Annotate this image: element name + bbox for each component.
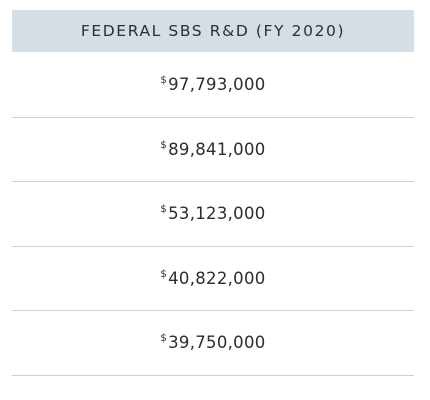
amount-value: 97,793,000 [168, 75, 266, 95]
table-row: $39,750,000 [12, 311, 414, 376]
currency-symbol: $ [160, 268, 168, 280]
funding-table: FEDERAL SBS R&D (FY 2020) $97,793,000 $8… [12, 10, 414, 376]
table-body: $97,793,000 $89,841,000 $53,123,000 $40,… [12, 53, 414, 376]
amount-value: 39,750,000 [168, 333, 266, 353]
funding-amount: $53,123,000 [160, 204, 265, 223]
funding-amount: $40,822,000 [160, 269, 265, 288]
table-row: $40,822,000 [12, 247, 414, 311]
currency-symbol: $ [160, 75, 168, 87]
currency-symbol: $ [160, 333, 168, 345]
amount-value: 89,841,000 [168, 139, 266, 159]
table-header: FEDERAL SBS R&D (FY 2020) [12, 10, 414, 52]
funding-amount: $89,841,000 [160, 140, 265, 159]
amount-value: 40,822,000 [168, 268, 266, 288]
table-row: $97,793,000 [12, 53, 414, 118]
currency-symbol: $ [160, 139, 168, 151]
amount-value: 53,123,000 [168, 204, 266, 224]
currency-symbol: $ [160, 204, 168, 216]
funding-amount: $39,750,000 [160, 333, 265, 352]
funding-amount: $97,793,000 [160, 75, 265, 94]
column-header-federal-sbs-rd: FEDERAL SBS R&D (FY 2020) [80, 22, 346, 40]
table-row: $53,123,000 [12, 182, 414, 247]
table-row: $89,841,000 [12, 118, 414, 182]
